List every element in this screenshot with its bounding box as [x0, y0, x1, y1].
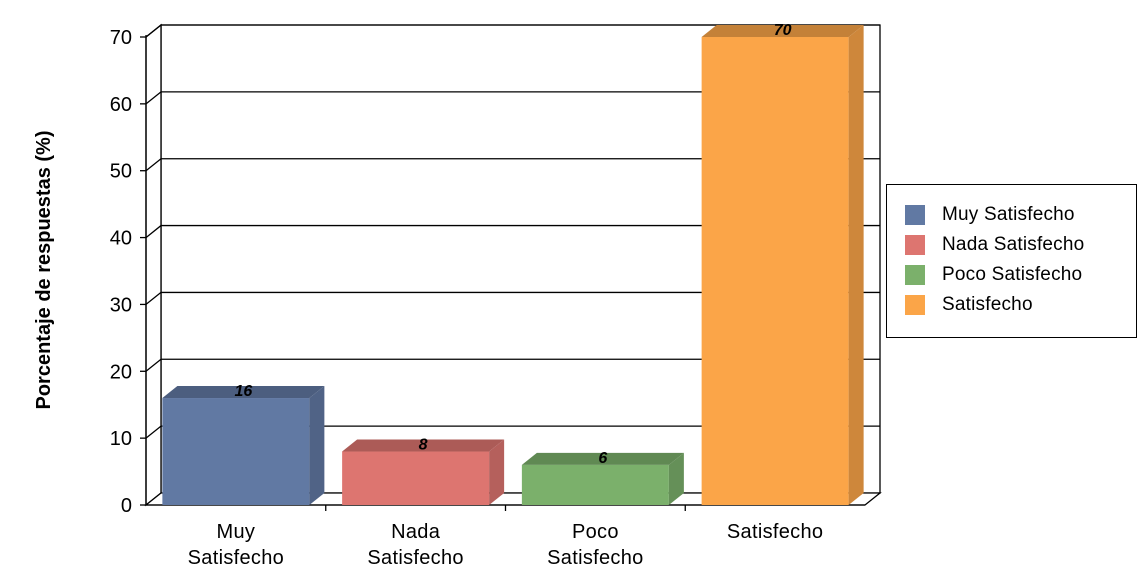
legend-label: Poco Satisfecho — [942, 264, 1083, 285]
y-tick-label: 40 — [110, 228, 132, 250]
y-tick-label: 10 — [110, 428, 132, 450]
bar — [162, 386, 325, 505]
gridline — [145, 24, 880, 38]
legend-swatch — [905, 235, 925, 255]
legend-item: Muy Satisfecho — [905, 204, 1075, 226]
y-axis-title: Porcentaje de respuestas (%) — [33, 131, 55, 410]
legend: Muy Satisfecho Nada Satisfecho Poco Satisf… — [886, 184, 1137, 338]
bar-top — [521, 452, 684, 465]
bar — [521, 452, 684, 505]
legend-swatch — [905, 265, 925, 285]
x-category-label: Satisfecho — [547, 547, 643, 569]
legend-swatch — [905, 295, 925, 315]
bar-side — [848, 25, 864, 505]
legend-label: Nada Satisfecho — [942, 234, 1085, 255]
bar-top — [701, 25, 864, 37]
bars — [162, 25, 864, 505]
bar-top — [342, 439, 505, 452]
legend-swatch — [905, 205, 925, 225]
gridline — [145, 425, 880, 439]
legend-item: Nada Satisfecho — [905, 234, 1084, 256]
bar-top — [162, 386, 325, 399]
bar — [342, 439, 505, 505]
gridline — [145, 224, 880, 239]
gridline — [145, 91, 880, 105]
bar-front — [701, 37, 849, 505]
gridline — [145, 158, 880, 172]
legend-label: Satisfecho — [942, 294, 1033, 315]
legend-item: Poco Satisfecho — [905, 264, 1082, 286]
legend-label: Muy Satisfecho — [942, 204, 1075, 225]
bar-front — [162, 398, 310, 505]
legend-item: Satisfecho — [905, 294, 1033, 316]
gridline — [145, 358, 880, 372]
bar-side — [309, 386, 325, 505]
y-tick-label: 70 — [110, 27, 132, 49]
bar-side — [668, 452, 684, 505]
x-category-label: Satisfecho — [367, 547, 463, 569]
data-label: 70 — [774, 22, 792, 39]
y-tick-label: 50 — [110, 161, 132, 183]
y-tick-label: 30 — [110, 294, 132, 316]
gridline — [145, 291, 880, 305]
x-category-label: Muy — [217, 521, 256, 543]
bar — [701, 25, 864, 505]
x-axis-labels: Muy Satisfecho Nada Satisfecho Poco Satisfech… — [188, 521, 823, 569]
data-label: 16 — [234, 383, 252, 400]
gridlines — [145, 24, 880, 439]
bar-front — [342, 451, 490, 505]
y-axis-ticks: 0 10 20 30 40 50 60 70 — [110, 27, 146, 517]
data-label: 8 — [419, 437, 428, 454]
data-label: 6 — [598, 450, 607, 467]
data-labels: 16 8 6 70 — [234, 22, 791, 467]
bar-side — [489, 439, 505, 505]
x-category-label: Satisfecho — [188, 547, 284, 569]
y-tick-label: 60 — [110, 94, 132, 116]
x-category-label: Satisfecho — [727, 521, 823, 543]
x-category-label: Nada — [391, 521, 441, 543]
side-wall — [145, 23, 162, 507]
y-tick-label: 0 — [121, 495, 132, 517]
x-category-label: Poco — [572, 521, 619, 543]
y-tick-label: 20 — [110, 361, 132, 383]
bar-front — [521, 464, 669, 505]
